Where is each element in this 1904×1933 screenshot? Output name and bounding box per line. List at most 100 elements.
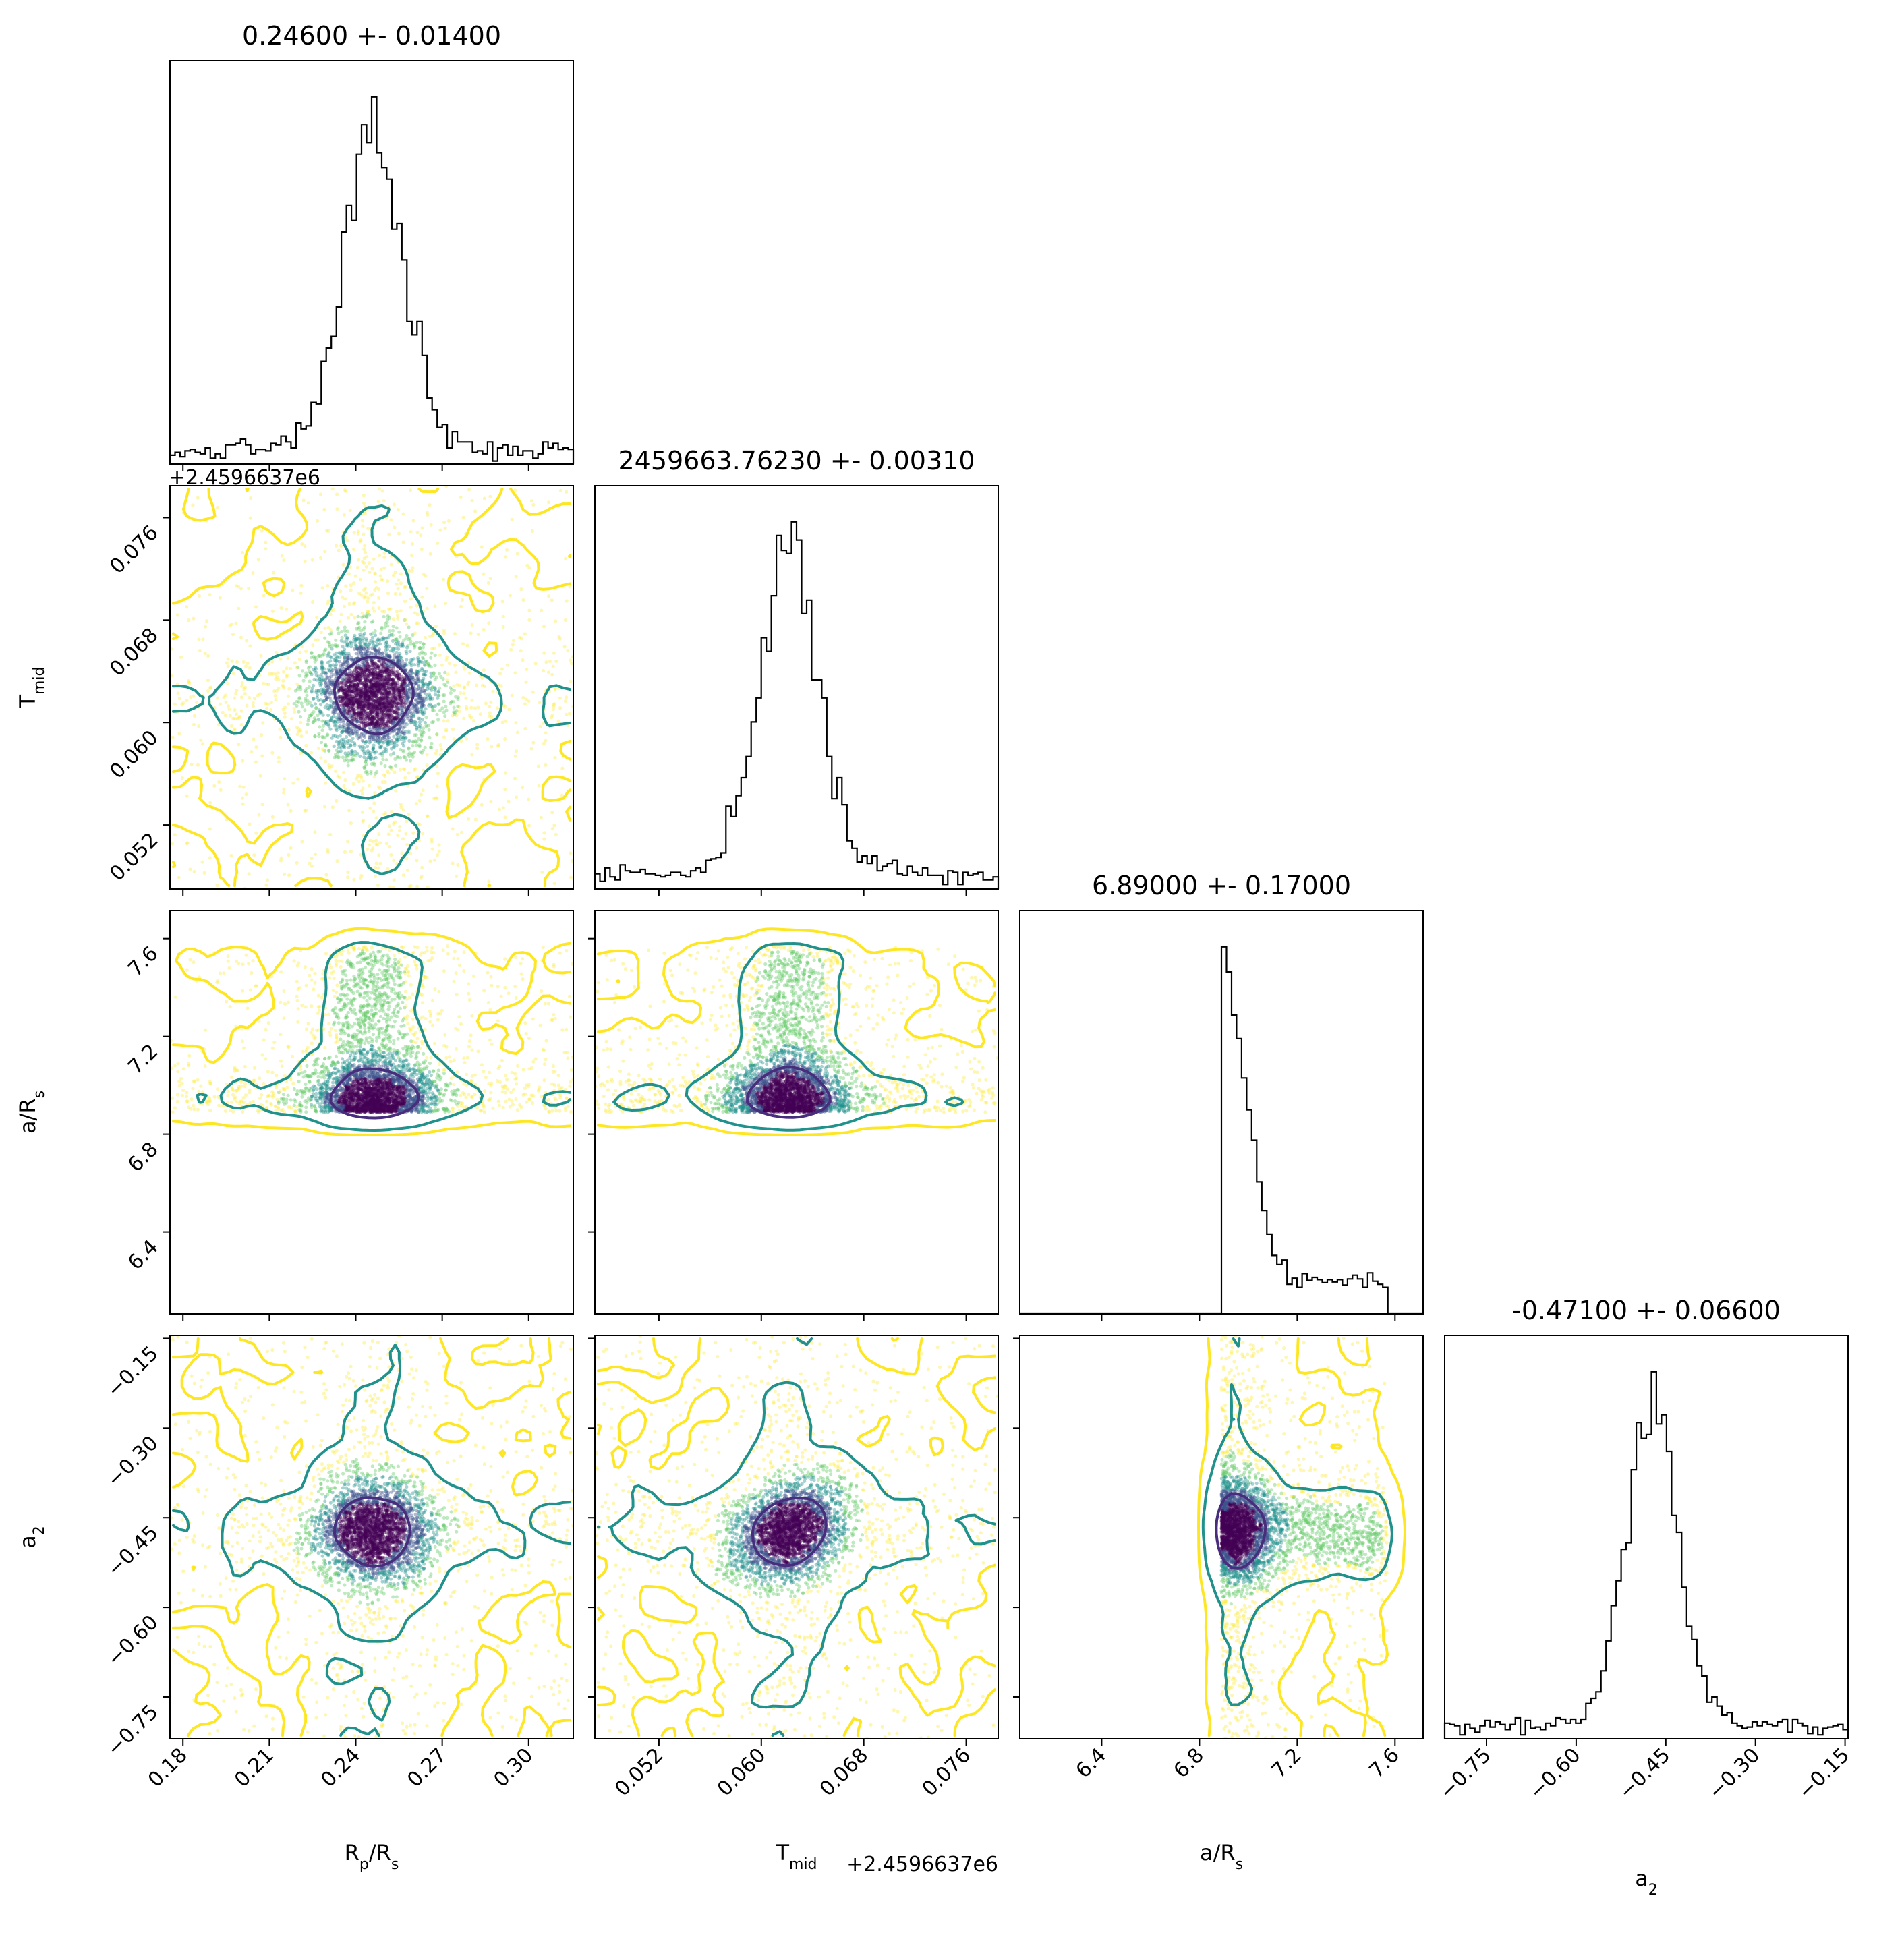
sample-point	[366, 695, 370, 699]
sample-point	[332, 712, 336, 716]
sample-point	[320, 734, 324, 739]
sample-point	[264, 540, 268, 544]
sample-point	[322, 667, 326, 671]
sample-point	[363, 734, 367, 739]
sample-point	[346, 840, 350, 844]
sample-point	[310, 651, 314, 656]
sample-point	[379, 697, 384, 701]
sample-point	[345, 658, 350, 662]
sample-point	[403, 721, 407, 725]
sample-point	[369, 593, 373, 597]
sample-point	[382, 683, 386, 687]
sample-point	[391, 573, 396, 577]
sample-point	[364, 591, 368, 595]
sample-point	[552, 651, 556, 655]
sample-point	[331, 734, 335, 738]
sample-point	[341, 562, 345, 567]
sample-point	[370, 567, 374, 571]
sample-point	[318, 683, 322, 688]
sample-point	[401, 643, 405, 647]
sample-point	[429, 523, 433, 527]
sample-point	[297, 674, 301, 678]
sample-point	[384, 669, 388, 674]
sample-point	[405, 645, 409, 650]
sample-point	[326, 652, 330, 656]
sample-point	[295, 682, 299, 687]
sample-point	[563, 618, 568, 623]
sample-point	[388, 677, 393, 682]
sample-point	[291, 781, 295, 785]
sample-point	[344, 734, 349, 739]
sample-point	[523, 632, 527, 636]
sample-point	[407, 754, 411, 759]
sample-point	[335, 674, 339, 679]
sample-point	[385, 743, 390, 747]
sample-point	[489, 700, 493, 704]
sample-point	[299, 701, 304, 705]
sample-point	[243, 685, 248, 689]
sample-point	[180, 703, 184, 707]
sample-point	[367, 698, 371, 702]
sample-point	[252, 737, 256, 741]
sample-point	[295, 998, 299, 1002]
sample-point	[349, 681, 353, 685]
sample-point	[347, 708, 351, 712]
sample-point	[370, 592, 375, 596]
sample-point	[346, 676, 350, 681]
sample-point	[337, 1021, 341, 1025]
sample-point	[366, 772, 370, 776]
sample-point	[405, 683, 409, 687]
sample-point	[292, 702, 296, 706]
sample-point	[415, 846, 419, 850]
sample-point	[304, 659, 308, 663]
sample-point	[374, 684, 378, 688]
sample-point	[384, 671, 388, 675]
sample-point	[296, 1007, 300, 1011]
sample-point	[428, 664, 432, 668]
sample-point	[363, 1041, 367, 1045]
sample-point	[426, 885, 430, 889]
sample-point	[420, 734, 424, 739]
sample-point	[365, 685, 369, 689]
sample-point	[420, 526, 424, 530]
sample-point	[328, 655, 333, 659]
sample-point	[351, 753, 355, 757]
sample-point	[437, 843, 441, 847]
sample-point	[504, 555, 508, 559]
sample-point	[359, 712, 363, 716]
sample-point	[565, 712, 569, 716]
sample-point	[397, 642, 401, 646]
sample-point	[351, 602, 356, 606]
sample-point	[357, 685, 361, 689]
sample-point	[358, 1045, 362, 1049]
sample-point	[384, 758, 388, 762]
sample-point	[364, 639, 369, 643]
sample-point	[345, 660, 349, 664]
sample-point	[382, 697, 386, 701]
sample-point	[515, 1064, 520, 1068]
sample-point	[401, 735, 405, 739]
sample-point	[377, 647, 382, 652]
sample-point	[384, 654, 389, 658]
sample-point	[397, 578, 401, 582]
sample-point	[355, 669, 359, 674]
sample-point	[376, 706, 380, 710]
sample-point	[384, 667, 388, 671]
sample-point	[310, 558, 314, 562]
sample-point	[313, 852, 317, 856]
sample-point	[371, 689, 375, 693]
sample-point	[355, 720, 359, 724]
sample-point	[430, 837, 434, 841]
sample-point	[476, 1049, 480, 1054]
sample-point	[392, 701, 397, 705]
sample-point	[395, 711, 399, 715]
sample-point	[439, 674, 443, 679]
sample-point	[376, 720, 380, 724]
sample-point	[354, 656, 358, 661]
sample-point	[316, 698, 320, 703]
sample-point	[542, 741, 546, 745]
sample-point	[378, 724, 382, 728]
sample-point	[409, 664, 413, 668]
sample-point	[480, 803, 484, 807]
sample-point	[453, 663, 457, 668]
